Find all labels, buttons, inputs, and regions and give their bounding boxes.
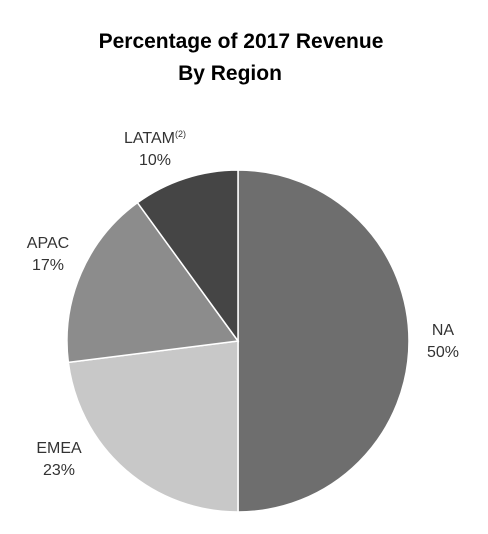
slice-label-emea: EMEA (36, 440, 82, 457)
pie-slice-na (237, 169, 410, 513)
slice-value-apac: 17% (32, 257, 64, 274)
pie-slice-latam (136, 169, 239, 344)
pie-slice-emea (67, 340, 239, 513)
slice-label-latam: LATAM(2) (124, 129, 186, 147)
chart-title-line-2: By Region (178, 62, 282, 85)
slice-value-latam: 10% (139, 152, 171, 169)
slice-value-na: 50% (427, 344, 459, 361)
chart-title-line-1: Percentage of 2017 Revenue (99, 30, 384, 53)
pie-slices (66, 169, 410, 513)
slice-label-footnote: (2) (175, 129, 186, 139)
slice-label-na: NA (432, 322, 455, 339)
pie-slice-apac (66, 201, 240, 364)
slice-labels: NA 50% EMEA 23% APAC 17% LATAM(2) 10% (27, 129, 459, 479)
slice-label-apac: APAC (27, 235, 69, 252)
slice-value-emea: 23% (43, 462, 75, 479)
